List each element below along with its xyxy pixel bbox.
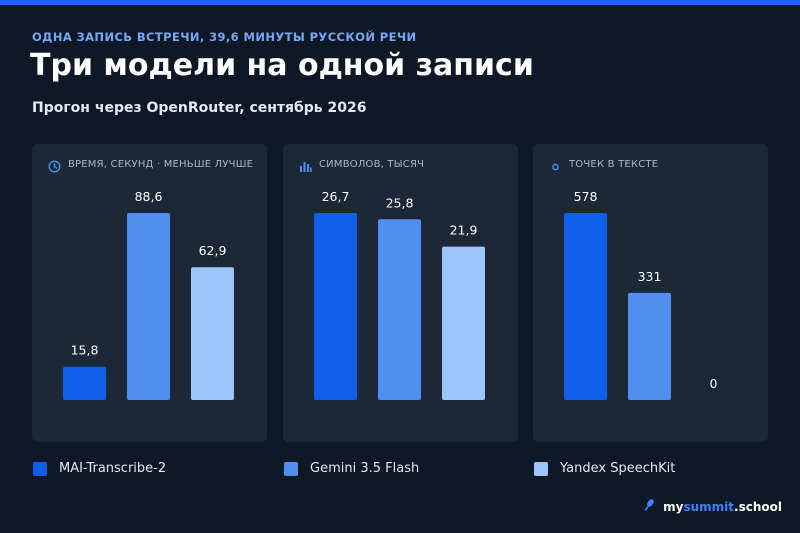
chart-panel-time: ВРЕМЯ, СЕКУНД · МЕНЬШЕ ЛУЧШЕ 15,8 88,6 62,…: [32, 144, 267, 442]
bar-1: [127, 213, 170, 400]
brand-logo: mysummit.school: [640, 497, 782, 516]
page-title: Три модели на одной записи: [30, 48, 534, 83]
data-label-2: 0: [710, 376, 718, 391]
chart-panel-dots: ТОЧЕК В ТЕКСТЕ 578 331 0: [533, 144, 768, 442]
panel-header: ВРЕМЯ, СЕКУНД · МЕНЬШЕ ЛУЧШЕ: [48, 158, 254, 173]
panel-title: ТОЧЕК В ТЕКСТЕ: [569, 159, 659, 170]
bar-chart-characters: 26,7 25,8 21,9: [314, 189, 485, 400]
data-label-0: 15,8: [71, 343, 99, 358]
bar-1: [378, 219, 421, 400]
eyebrow-caption: ОДНА ЗАПИСЬ ВСТРЕЧИ, 39,6 МИНУТЫ РУССКОЙ…: [32, 30, 417, 44]
legend-item-mai: MAI-Transcribe-2: [33, 461, 166, 476]
brand-name: mysummit.school: [663, 500, 782, 514]
legend-item-yandex: Yandex SpeechKit: [534, 461, 675, 476]
data-label-1: 331: [638, 269, 662, 284]
data-label-0: 578: [574, 189, 598, 204]
top-accent-bar: [0, 0, 800, 5]
dot-icon: [549, 158, 562, 171]
brand-accent: summit: [683, 499, 735, 514]
clock-icon: [48, 158, 61, 173]
panel-header: ТОЧЕК В ТЕКСТЕ: [549, 158, 658, 171]
data-label-1: 25,8: [386, 195, 414, 210]
legend-label: Yandex SpeechKit: [560, 461, 676, 476]
brand-prefix: my: [663, 499, 684, 514]
bar-chart-dots: 578 331 0: [564, 189, 718, 400]
legend-swatch: [33, 461, 47, 476]
data-label-0: 26,7: [322, 189, 350, 204]
legend-swatch: [534, 461, 548, 476]
data-label-1: 88,6: [135, 189, 163, 204]
legend-label: MAI-Transcribe-2: [59, 461, 167, 476]
data-label-2: 62,9: [199, 243, 227, 258]
bar-1: [628, 292, 671, 400]
bar-2: [191, 267, 234, 400]
legend-item-gemini: Gemini 3.5 Flash: [284, 461, 419, 476]
brand-suffix: .school: [734, 499, 782, 514]
legend-label: Gemini 3.5 Flash: [310, 461, 420, 476]
microphone-icon: [640, 497, 658, 516]
bar-0: [63, 366, 106, 400]
bar-0: [314, 213, 357, 400]
chart-panel-characters: СИМВОЛОВ, ТЫСЯЧ 26,7 25,8 21,9: [283, 144, 518, 442]
panel-title: СИМВОЛОВ, ТЫСЯЧ: [319, 159, 425, 170]
page-subtitle: Прогон через OpenRouter, сентябрь 2026: [32, 100, 367, 116]
bar-chart-time: 15,8 88,6 62,9: [63, 189, 234, 400]
panel-header: СИМВОЛОВ, ТЫСЯЧ: [299, 158, 425, 172]
panel-title: ВРЕМЯ, СЕКУНД · МЕНЬШЕ ЛУЧШЕ: [68, 159, 254, 170]
bar-2: [442, 246, 485, 400]
legend-swatch: [284, 461, 298, 476]
bar-chart-icon: [299, 158, 312, 172]
bar-0: [564, 213, 607, 400]
data-label-2: 21,9: [450, 223, 478, 238]
